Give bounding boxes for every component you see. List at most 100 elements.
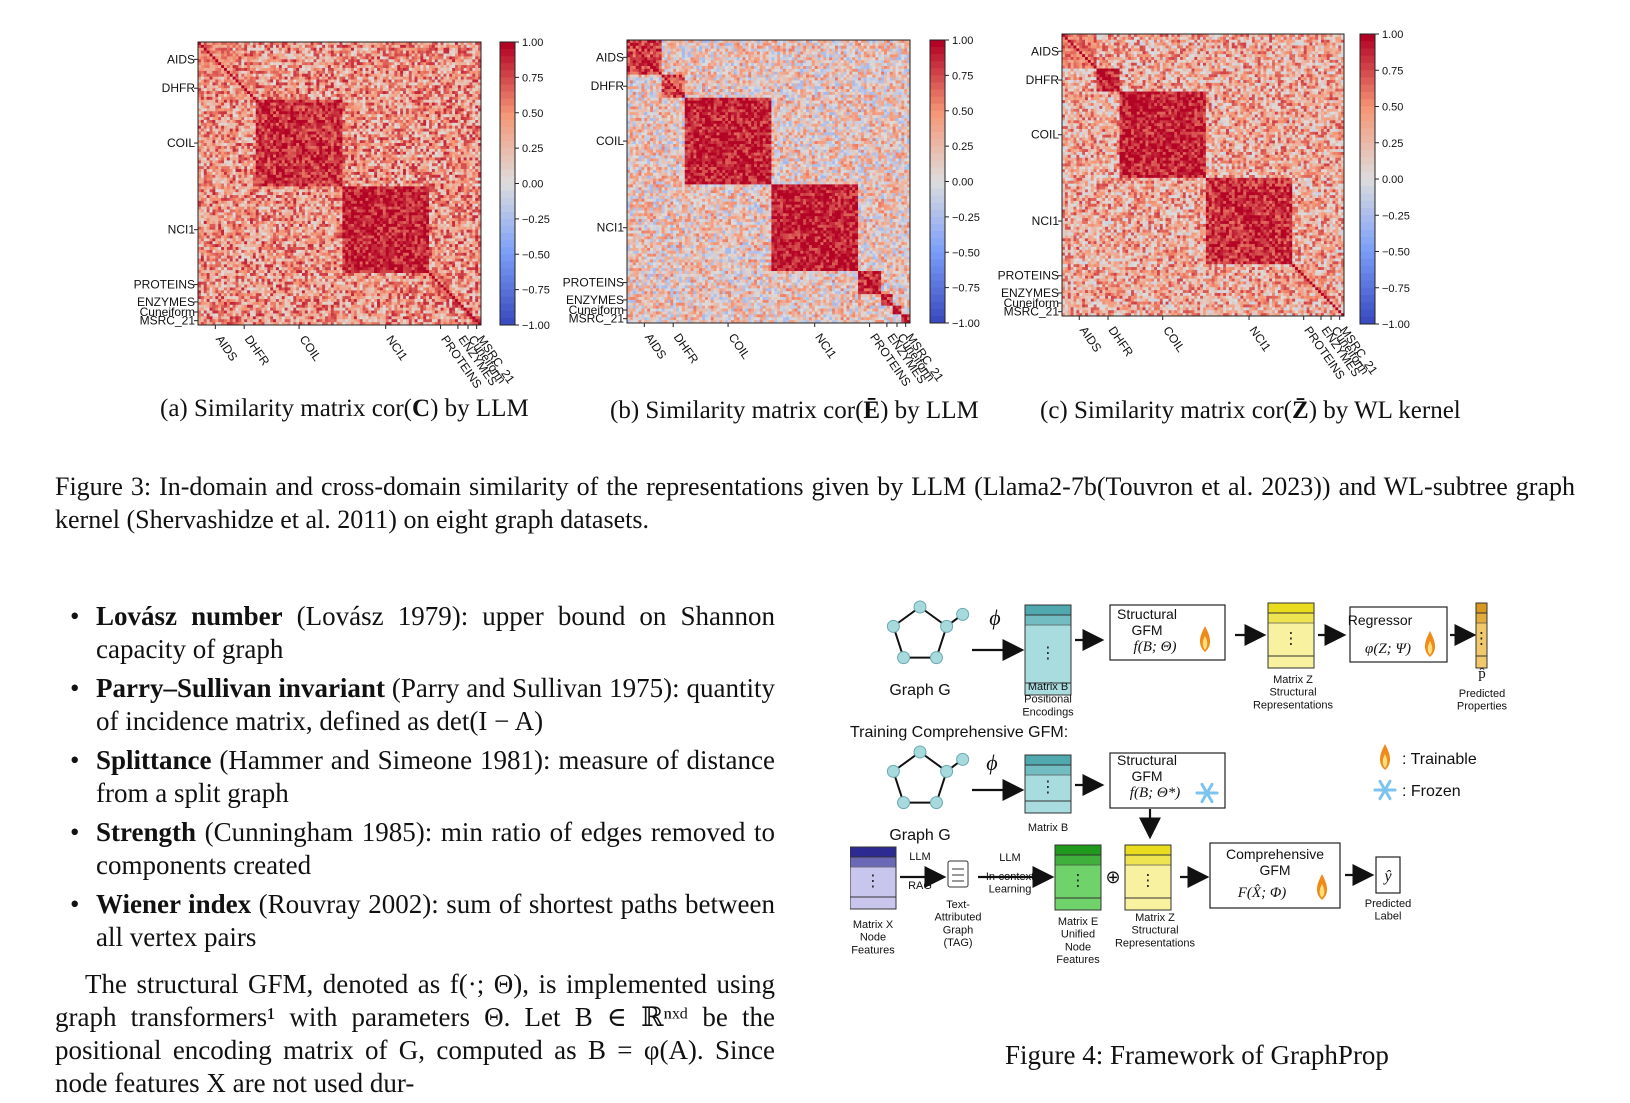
heatmap-cell xyxy=(379,163,384,167)
heatmap-cell xyxy=(281,125,286,130)
heatmap-cell xyxy=(319,140,323,144)
heatmap-cell xyxy=(244,67,248,72)
heatmap-cell xyxy=(452,166,456,170)
heatmap-cell xyxy=(449,180,453,184)
heatmap-cell xyxy=(472,53,476,57)
heatmap-cell xyxy=(414,53,418,57)
heatmap-cell xyxy=(382,50,387,54)
heatmap-cell xyxy=(434,65,439,69)
heatmap-cell xyxy=(353,53,358,57)
heatmap-cell xyxy=(353,47,358,52)
heatmap-cell xyxy=(206,79,210,83)
heatmap-cell xyxy=(423,131,427,135)
heatmap-cell xyxy=(359,163,364,167)
heatmap-cell xyxy=(431,65,436,69)
heatmap-cell xyxy=(429,102,433,106)
heatmap-cell xyxy=(247,137,251,141)
heatmap-cell xyxy=(333,56,338,60)
heatmap-cell xyxy=(356,47,361,52)
heatmap-cell xyxy=(229,56,234,60)
heatmap-cell xyxy=(304,56,309,60)
heatmap-cell xyxy=(209,117,213,121)
heatmap-cell xyxy=(261,111,265,115)
heatmap-cell xyxy=(394,163,398,167)
heatmap-cell xyxy=(310,117,314,121)
heatmap-cell xyxy=(290,134,294,138)
heatmap-cell xyxy=(478,79,482,83)
heatmap-cell xyxy=(284,180,288,184)
heatmap-cell xyxy=(325,93,329,98)
heatmap-cell xyxy=(261,67,265,72)
heatmap-cell xyxy=(426,160,430,164)
heatmap-cell xyxy=(223,180,228,184)
heatmap-cell xyxy=(313,44,317,49)
heatmap-cell xyxy=(426,186,430,190)
heatmap-cell xyxy=(342,177,346,182)
heatmap-cell xyxy=(469,137,473,141)
heatmap-cell xyxy=(296,99,300,104)
heatmap-cell xyxy=(299,134,303,138)
heatmap-cell xyxy=(284,79,288,83)
heatmap-cell xyxy=(304,85,309,89)
heatmap-cell xyxy=(379,47,384,52)
heatmap-cell xyxy=(244,108,248,112)
heatmap-cell xyxy=(327,59,332,63)
heatmap-cell xyxy=(235,140,239,144)
heatmap-cell xyxy=(403,102,407,106)
heatmap-cell xyxy=(452,143,456,147)
heatmap-cell xyxy=(281,140,286,144)
heatmap-cell xyxy=(215,160,219,164)
heatmap-cell xyxy=(325,50,329,54)
heatmap-cell xyxy=(405,140,410,144)
heatmap-cell xyxy=(411,174,415,179)
heatmap-cell xyxy=(218,53,222,57)
heatmap-cell xyxy=(379,157,384,161)
heatmap-cell xyxy=(452,171,456,176)
heatmap-cell xyxy=(365,76,369,80)
heatmap-cell xyxy=(478,105,482,109)
heatmap-cell xyxy=(339,50,343,54)
heatmap-cell xyxy=(221,166,225,170)
heatmap-cell xyxy=(475,70,479,75)
heatmap-cell xyxy=(345,70,349,75)
heatmap-cell xyxy=(252,91,257,95)
heatmap-cell xyxy=(235,119,239,124)
heatmap-cell xyxy=(345,114,349,118)
heatmap-cell xyxy=(374,42,378,46)
heatmap-cell xyxy=(400,137,404,141)
heatmap-cell xyxy=(304,140,309,144)
heatmap-cell xyxy=(345,122,349,127)
heatmap-cell xyxy=(382,174,387,179)
heatmap-cell xyxy=(267,119,271,124)
heatmap-cell xyxy=(440,128,444,132)
heatmap-cell xyxy=(226,73,231,78)
heatmap-cell xyxy=(255,76,260,80)
heatmap-cell xyxy=(353,183,358,187)
heatmap-cell xyxy=(241,169,245,173)
heatmap-cell xyxy=(426,137,430,141)
heatmap-cell xyxy=(264,154,268,158)
heatmap-cell xyxy=(452,44,456,49)
heatmap-cell xyxy=(212,169,216,173)
heatmap-cell xyxy=(460,53,465,57)
heatmap-cell xyxy=(301,73,306,78)
heatmap-cell xyxy=(218,157,222,161)
heatmap-cell xyxy=(322,119,326,124)
heatmap-cell xyxy=(330,73,335,78)
heatmap-cell xyxy=(198,119,202,124)
heatmap-cell xyxy=(377,183,381,187)
heatmap-cell xyxy=(385,163,389,167)
heatmap-cell xyxy=(455,91,459,95)
heatmap-cell xyxy=(203,119,208,124)
heatmap-cell xyxy=(212,44,216,49)
heatmap-cell xyxy=(336,96,340,101)
heatmap-cell xyxy=(264,160,268,164)
heatmap-cell xyxy=(463,102,467,106)
heatmap-cell xyxy=(423,154,427,158)
heatmap-cell xyxy=(218,143,222,147)
heatmap-cell xyxy=(330,59,335,63)
heatmap-cell xyxy=(362,128,366,132)
heatmap-cell xyxy=(472,62,476,66)
heatmap-cell xyxy=(310,53,314,57)
heatmap-cell xyxy=(348,122,352,127)
